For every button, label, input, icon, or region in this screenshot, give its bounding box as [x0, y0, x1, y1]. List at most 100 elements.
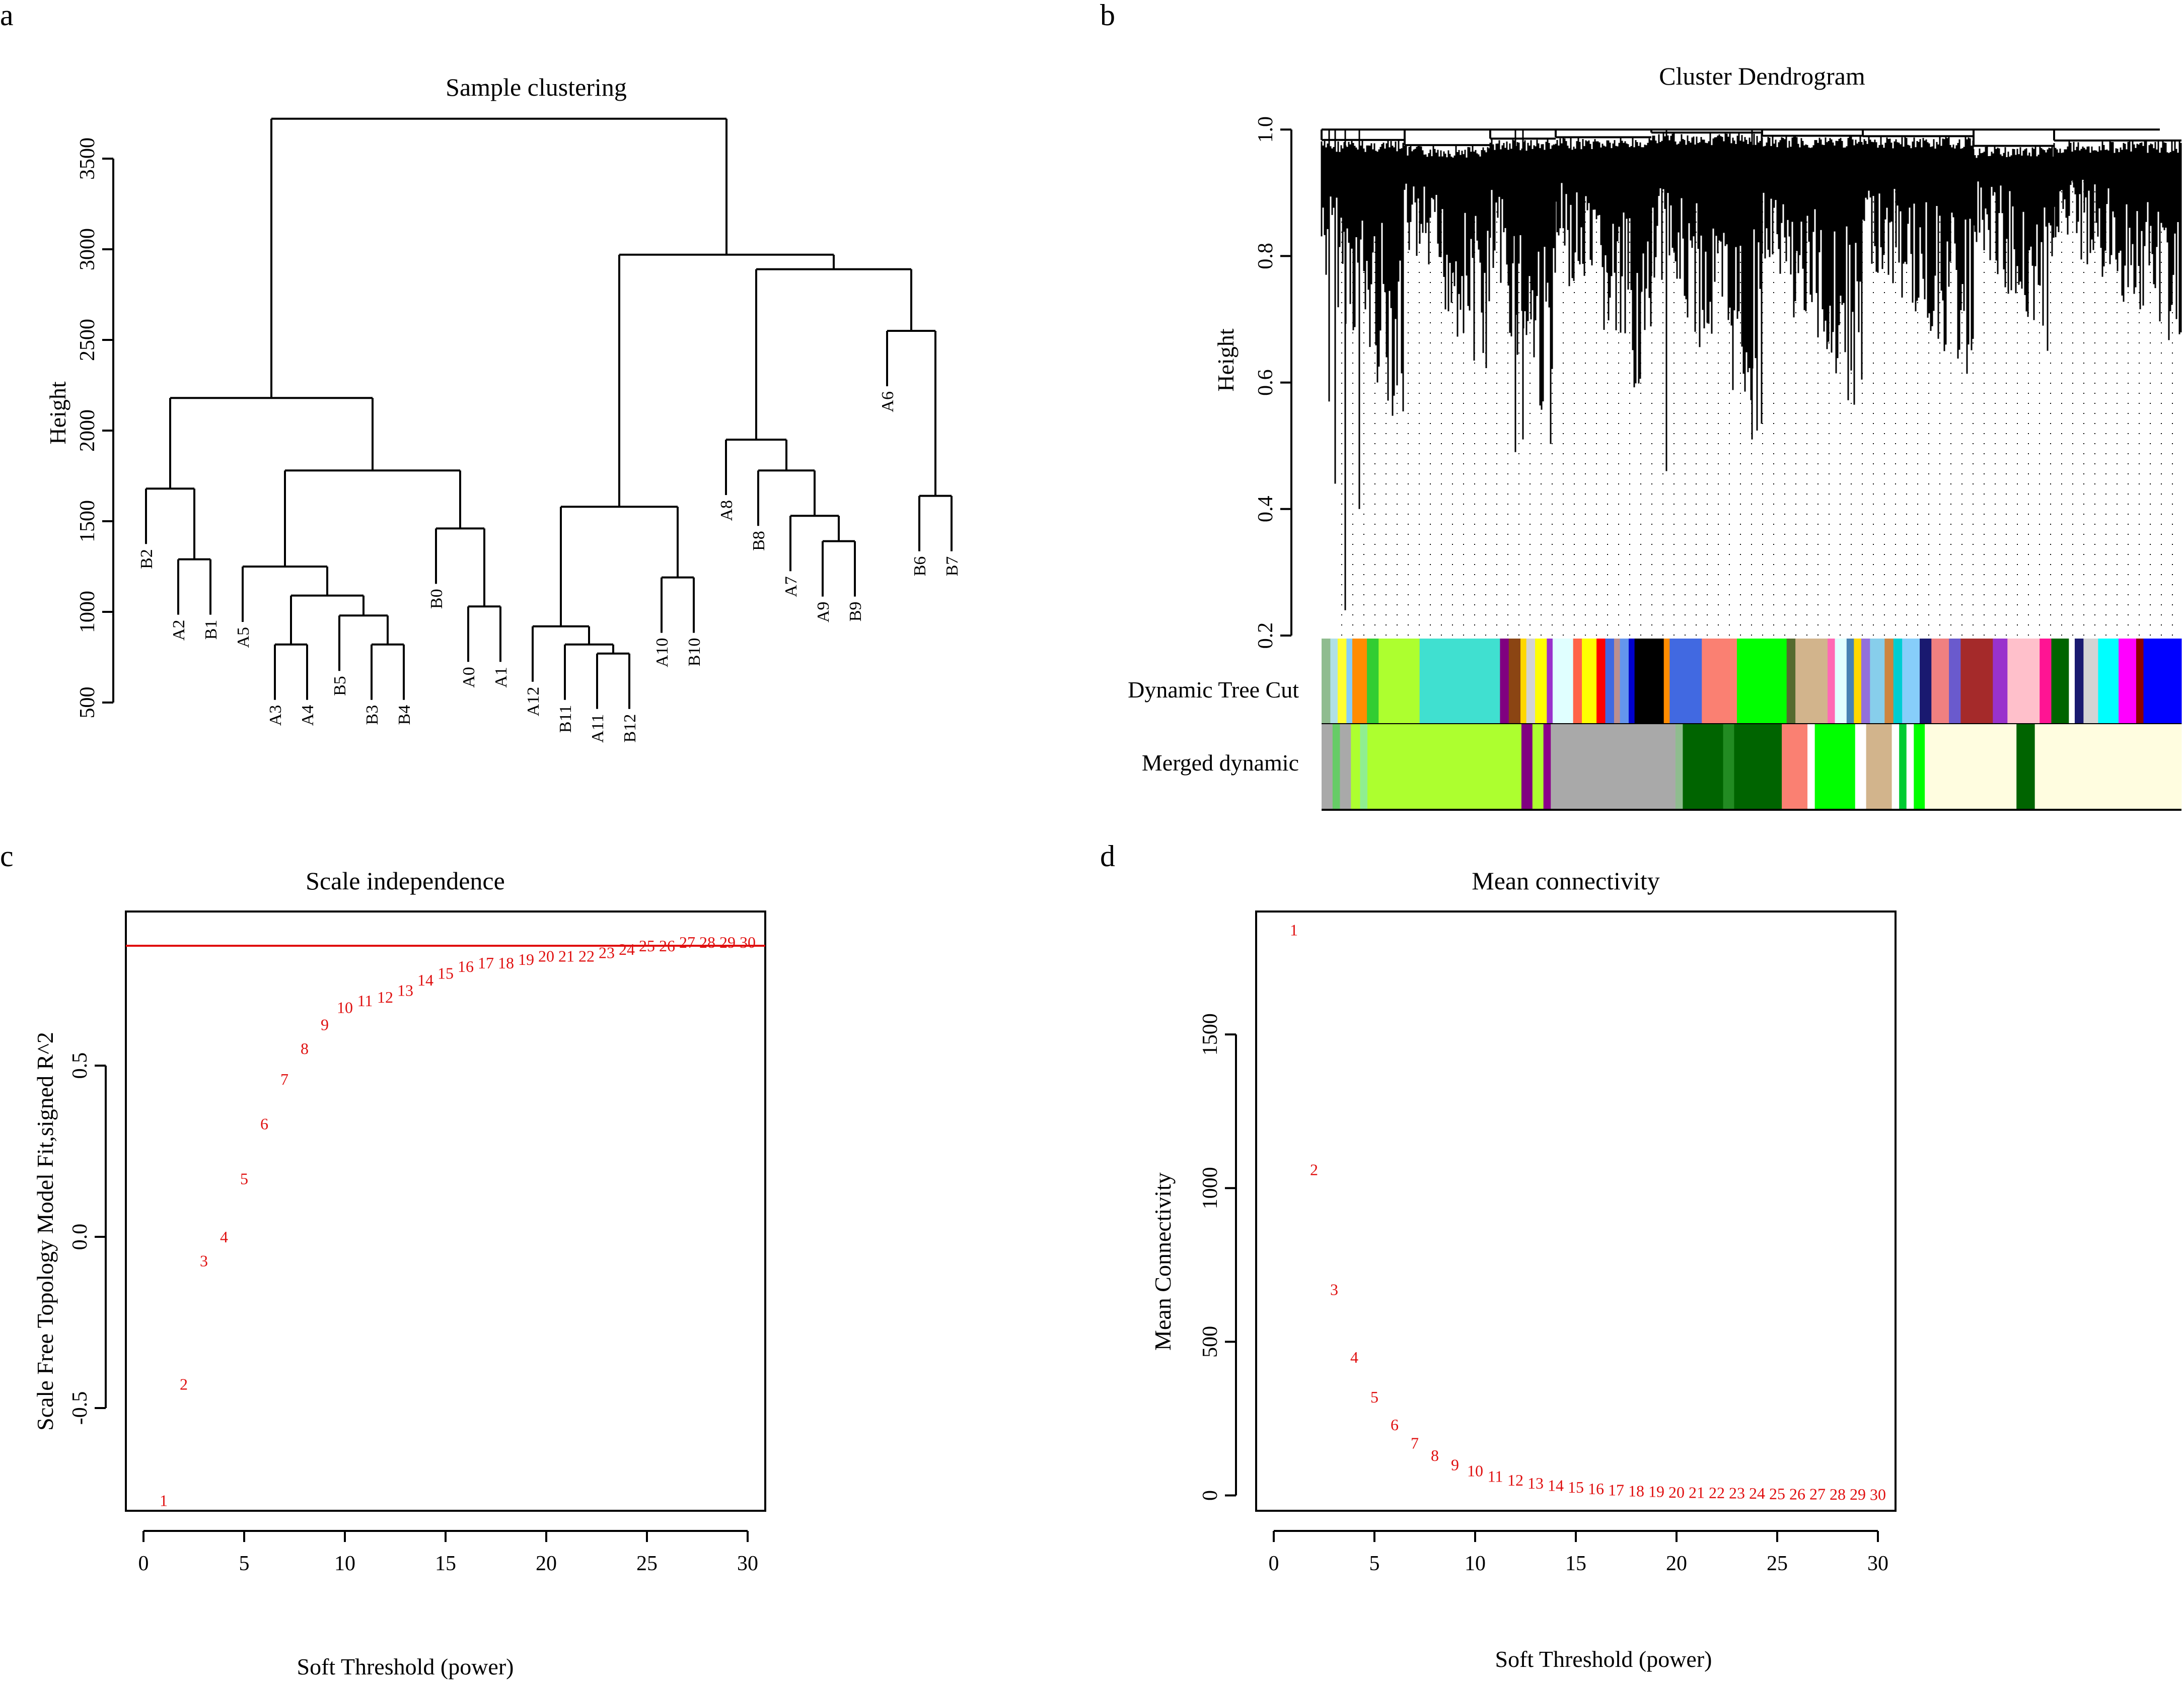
panel-c-point-label: 17: [478, 954, 494, 972]
panel-b-color-segment: [2069, 639, 2075, 724]
panel-b-y-tick-label: 0.8: [1254, 243, 1277, 269]
panel-a-leaf-label: A6: [879, 391, 897, 412]
panel-a-y-axis-label: Height: [45, 381, 70, 444]
panel-c-point-label: 3: [200, 1252, 208, 1270]
panel-b-color-segment: [1547, 639, 1553, 724]
panel-b-color-segment: [1736, 639, 1787, 724]
panel-b-color-segment: [1543, 724, 1551, 810]
panel-b-color-segment: [1866, 724, 1892, 810]
panel-b-color-segment: [2119, 639, 2137, 724]
panel-b-color-segment: [1614, 639, 1621, 724]
panel-a-leaf-label: B1: [202, 620, 221, 640]
panel-d-x-tick-label: 5: [1369, 1552, 1380, 1575]
panel-d-title: Mean connectivity: [1472, 867, 1660, 895]
panel-d-x-tick-label: 10: [1465, 1552, 1486, 1575]
panel-d-point-label: 25: [1769, 1485, 1785, 1503]
panel-b-color-segment: [1551, 724, 1676, 810]
panel-a-leaf-label: A5: [234, 627, 253, 648]
panel-c-point-label: 8: [301, 1039, 309, 1058]
panel-b-dendrogram: [1321, 128, 2182, 636]
panel-c-point-label: 19: [518, 950, 534, 968]
panel-a-leaf-label: B9: [846, 602, 865, 622]
panel-b-color-segment: [1846, 639, 1854, 724]
panel-b-row-label-merged-dynamic: Merged dynamic: [1142, 750, 1299, 776]
panel-letter-d: d: [1100, 839, 1115, 873]
panel-d-point-label: 17: [1608, 1481, 1624, 1499]
panel-a-leaf-label: B7: [943, 556, 962, 577]
panel-b-color-segment: [1526, 639, 1536, 724]
panel-a-leaf-label: B4: [395, 705, 414, 725]
panel-c-x-tick-label: 20: [536, 1552, 557, 1575]
panel-d-point-label: 21: [1689, 1483, 1705, 1501]
panel-a-leaf-label: A12: [524, 687, 543, 717]
panel-letter-a: a: [0, 0, 14, 32]
panel-b-color-segment: [1634, 639, 1664, 724]
panel-c-x-tick-label: 0: [138, 1552, 149, 1575]
panel-a-leaf-label: B0: [427, 589, 446, 609]
panel-d-point-label: 5: [1370, 1388, 1378, 1406]
panel-c-y-tick-label: -0.5: [68, 1391, 92, 1425]
panel-c-point-label: 26: [659, 937, 675, 955]
panel-d-x-tick-label: 30: [1867, 1552, 1888, 1575]
panel-b-color-segment: [1532, 724, 1544, 810]
panel-a-leaf-label: B12: [621, 714, 639, 743]
panel-d-x-tick-label: 0: [1269, 1552, 1279, 1575]
panel-d-y-tick-label: 1500: [1199, 1013, 1222, 1056]
panel-b-color-segment: [2074, 639, 2084, 724]
panel-a-leaf-label: A3: [266, 705, 285, 726]
panel-d-point-label: 24: [1749, 1484, 1765, 1502]
panel-a-leaf-label: B10: [685, 638, 704, 667]
panel-d-point-label: 14: [1548, 1476, 1564, 1494]
panel-b-color-segment: [1795, 639, 1828, 724]
panel-b-color-segment: [1535, 639, 1547, 724]
panel-b-color-segment: [1723, 724, 1734, 810]
panel-d-point-label: 13: [1527, 1474, 1544, 1492]
panel-b-color-segment: [1419, 639, 1500, 724]
panel-a-leaf-label: A0: [460, 667, 478, 688]
panel-c-point-label: 6: [260, 1115, 268, 1133]
panel-b-color-segment: [1322, 724, 1333, 810]
panel-b-color-segment: [1884, 639, 1894, 724]
panel-d-point-label: 4: [1350, 1348, 1358, 1366]
panel-c-y-axis-label: Scale Free Topology Model Fit,signed R^2: [32, 1032, 58, 1431]
panel-a-dendrogram: [145, 117, 953, 709]
panel-c-title: Scale independence: [306, 867, 505, 895]
panel-b-row-label-dynamic-tree-cut: Dynamic Tree Cut: [1128, 677, 1299, 703]
panel-d-x-tick-label: 25: [1767, 1552, 1788, 1575]
panel-a-leaf-label: B11: [556, 705, 575, 733]
panel-b-color-segment: [1620, 639, 1629, 724]
panel-c-point-label: 10: [337, 998, 353, 1016]
panel-letter-c: c: [0, 839, 14, 873]
panel-b-cluster-dendrogram: Cluster Dendrogram Height 0.2 0.4 0.6 0.8 1.…: [1128, 62, 2182, 811]
panel-b-color-segment: [1854, 639, 1862, 724]
panel-b-color-segment: [1669, 639, 1702, 724]
panel-b-color-segment: [1782, 724, 1808, 810]
panel-a-y-tick-label: 1500: [76, 500, 99, 542]
panel-b-y-axis-label: Height: [1213, 328, 1239, 391]
panel-a-leaf-label: A11: [589, 714, 607, 743]
panel-d-point-label: 6: [1391, 1416, 1399, 1434]
panel-c-point-label: 9: [321, 1015, 329, 1033]
panel-d-y-tick-label: 1000: [1199, 1167, 1222, 1209]
panel-b-y-axis: 0.2 0.4 0.6 0.8 1.0: [1254, 116, 1292, 649]
panel-b-y-tick-label: 0.6: [1254, 369, 1277, 396]
panel-b-color-segment: [1925, 724, 2017, 810]
panel-b-color-segment: [1893, 639, 1903, 724]
panel-d-point-label: 9: [1451, 1455, 1459, 1474]
panel-a-leaf-label: A2: [170, 620, 188, 641]
panel-d-point-label: 30: [1870, 1486, 1886, 1504]
panel-b-color-segment: [2136, 639, 2144, 724]
panel-b-color-segment: [1855, 724, 1867, 810]
panel-c-point-label: 18: [498, 954, 514, 972]
panel-b-color-segment: [1734, 724, 1782, 810]
panel-c-point-label: 22: [578, 947, 595, 965]
panel-b-color-segment: [1352, 639, 1367, 724]
panel-b-color-segment: [1906, 724, 1914, 810]
panel-c-x-tick-label: 5: [239, 1552, 250, 1575]
panel-a-leaf-labels: B2 A2 B1 A5 A3 A4 B5 B3 B4 B0 A0 A1 A12 B11 A11 B12 A10 B…: [137, 391, 962, 743]
panel-b-color-segment: [1332, 724, 1340, 810]
panel-b-color-segment: [1367, 639, 1379, 724]
panel-b-color-segment: [2016, 724, 2035, 810]
panel-b-color-segment: [1960, 639, 1993, 724]
panel-b-color-segment: [1683, 724, 1724, 810]
